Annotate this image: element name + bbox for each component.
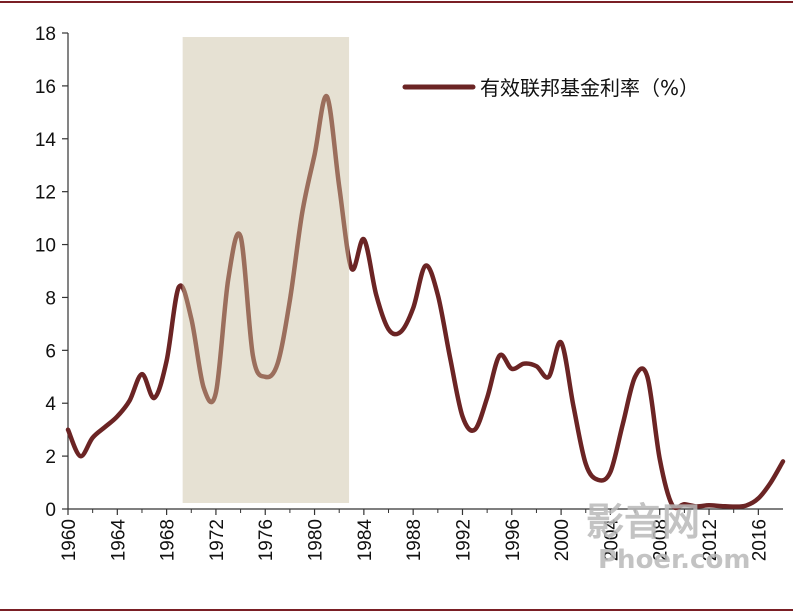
x-tick-label: 1960 — [59, 519, 80, 561]
y-tick-label: 4 — [45, 394, 56, 415]
y-tick-label: 18 — [35, 24, 56, 45]
x-tick-label: 1976 — [256, 519, 277, 561]
y-tick-label: 2 — [45, 447, 56, 468]
x-tick-label: 1988 — [404, 519, 425, 561]
legend-label: 有效联邦基金利率（%） — [480, 76, 699, 100]
x-tick-label: 1996 — [503, 519, 524, 561]
y-tick-label: 16 — [35, 77, 56, 98]
x-tick-label: 1964 — [108, 519, 129, 562]
x-tick-label: 2008 — [651, 519, 672, 561]
y-tick-label: 10 — [35, 236, 56, 257]
x-tick-label: 1980 — [306, 519, 327, 561]
watermark-main: 影音网 — [586, 500, 700, 544]
x-tick-label: 2016 — [749, 519, 770, 561]
y-tick-label: 12 — [35, 183, 56, 204]
series-line-effective-ffr — [65, 94, 786, 511]
y-tick-label: 8 — [45, 288, 56, 309]
x-tick-label: 1968 — [158, 519, 179, 561]
series-line-highlighted-segment — [182, 94, 350, 405]
y-tick-label: 14 — [35, 130, 57, 151]
watermark-sub: Phoer.com — [598, 545, 750, 575]
x-tick-label: 2000 — [552, 519, 573, 561]
x-tick-label: 2012 — [700, 519, 721, 561]
x-tick-label: 1972 — [207, 519, 228, 561]
watermark: 影音网 Phoer.com — [586, 500, 750, 575]
x-tick-label: 1984 — [355, 519, 376, 562]
series-layer — [65, 94, 786, 511]
y-tick-label: 6 — [45, 341, 56, 362]
y-tick-label: 0 — [45, 500, 56, 521]
x-tick-label: 2004 — [601, 519, 622, 562]
axes-layer: 0 2 4 6 8 10 12 14 16 18 1960 1964 1968 1972 1976 1980 1… — [35, 24, 783, 561]
legend: 有效联邦基金利率（%） — [402, 76, 699, 100]
x-tick-label: 1992 — [453, 519, 474, 561]
